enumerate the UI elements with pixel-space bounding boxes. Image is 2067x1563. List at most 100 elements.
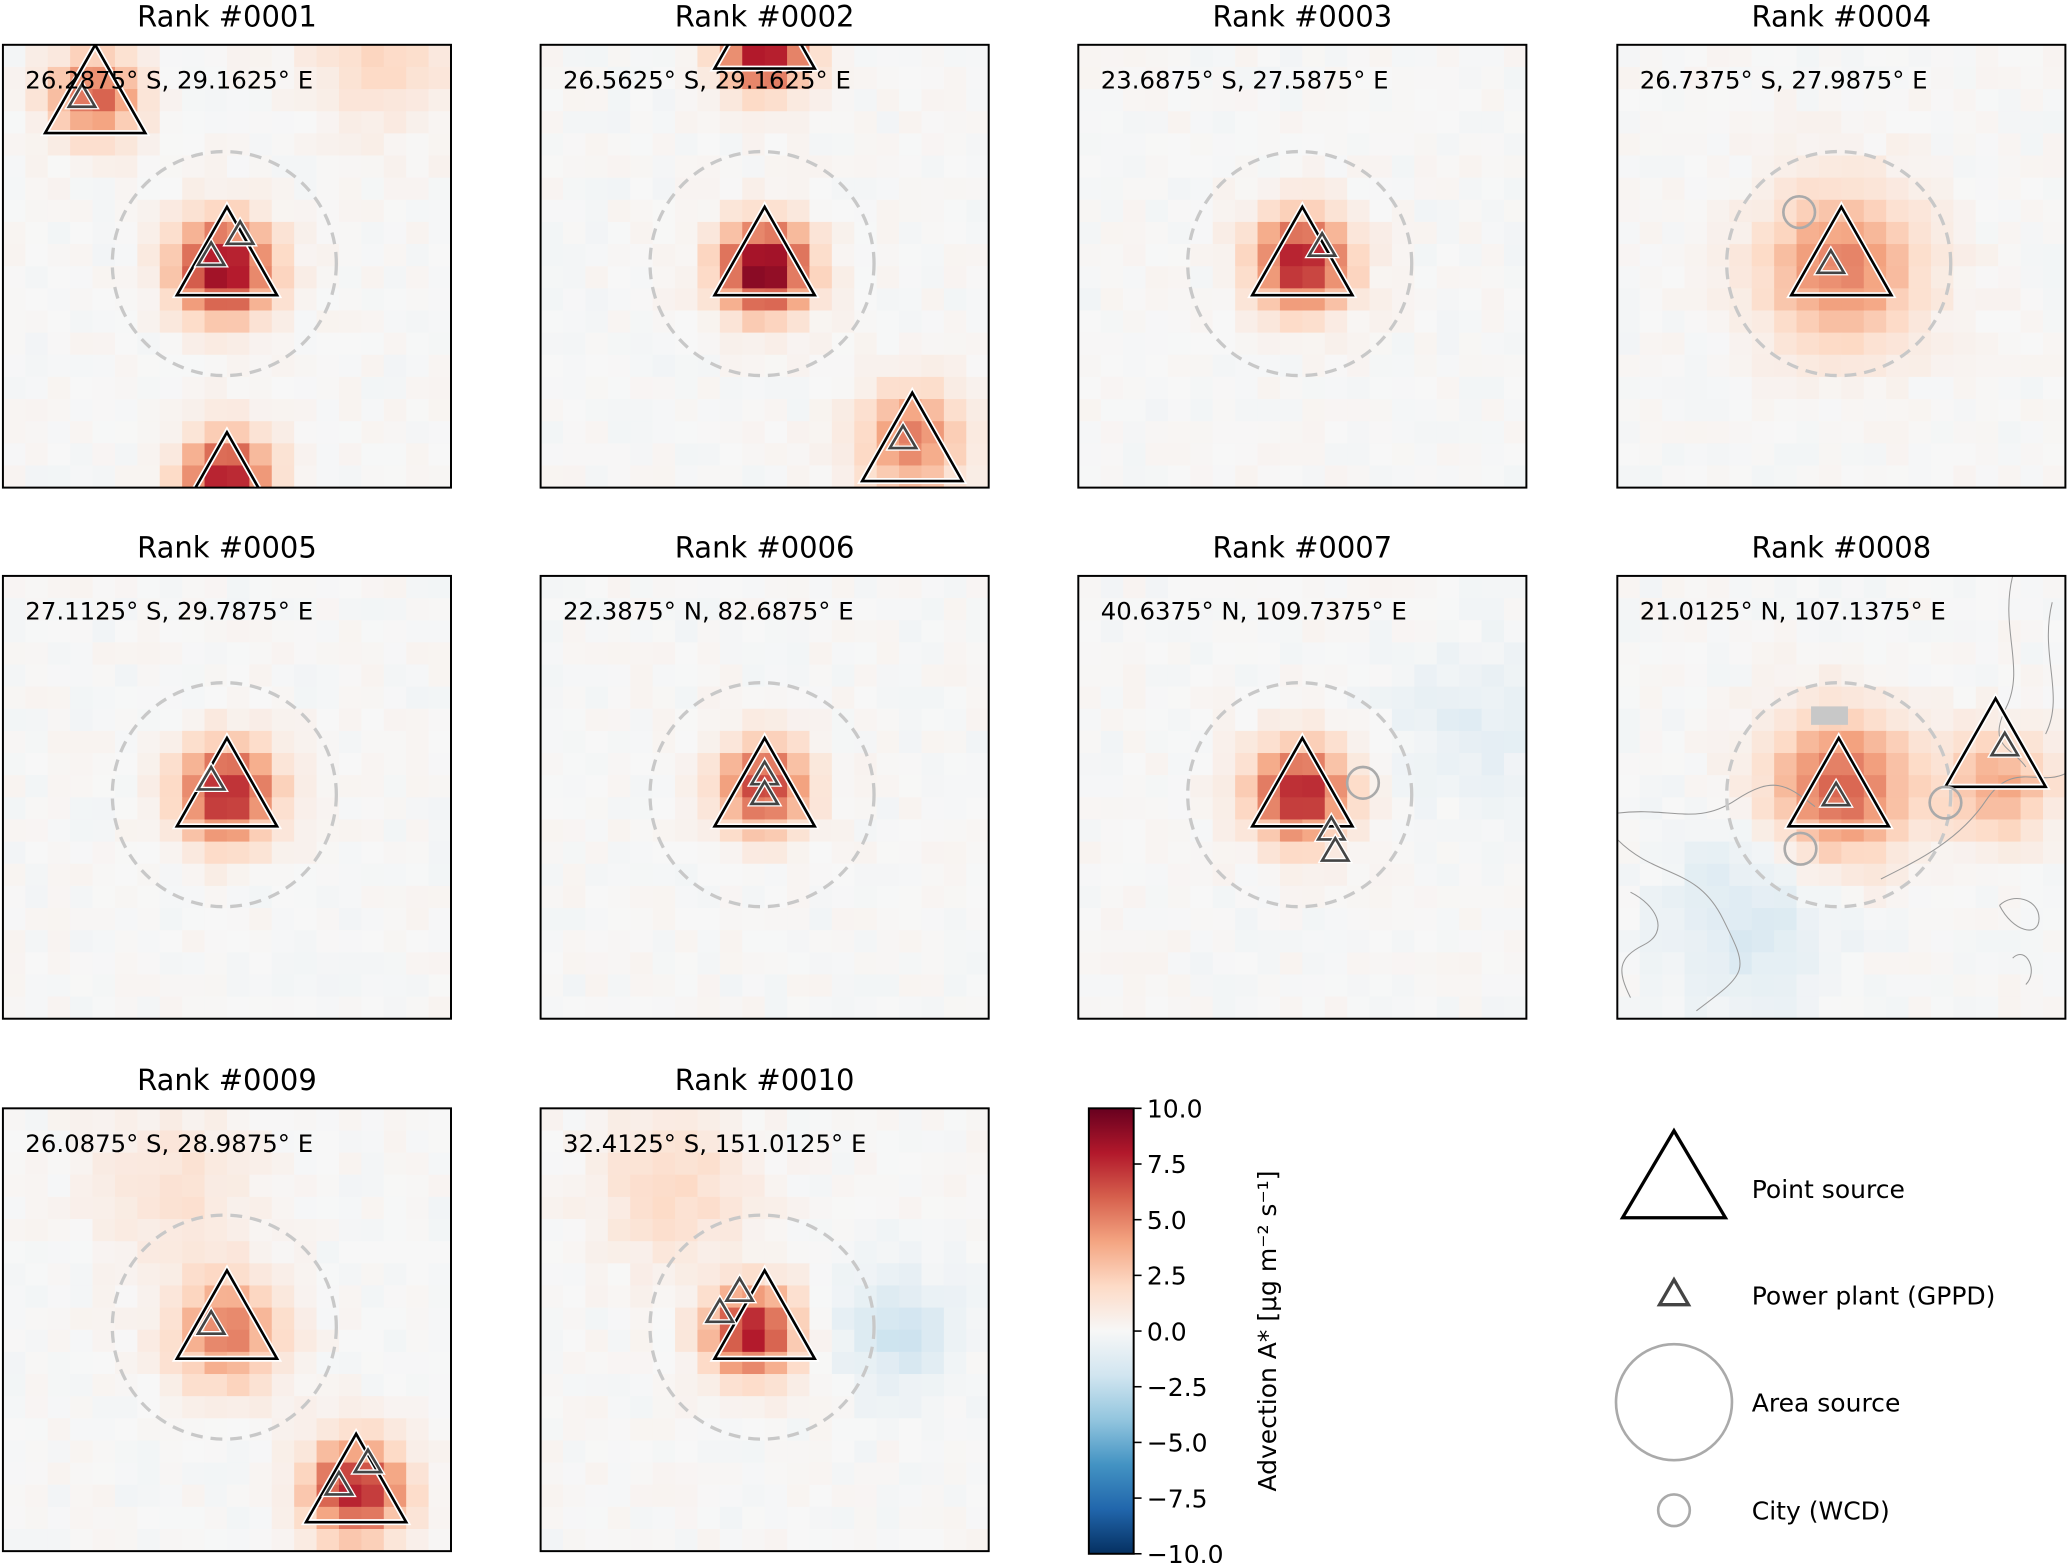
heatmap-cell <box>249 1241 273 1264</box>
heatmap-cell <box>383 266 407 290</box>
heatmap-cell <box>1324 908 1348 931</box>
heatmap-cell <box>1167 708 1191 732</box>
heatmap-cell <box>159 332 183 356</box>
heatmap-cell <box>1123 66 1147 90</box>
heatmap-cell <box>383 155 407 179</box>
heatmap-cell <box>943 1396 967 1419</box>
heatmap-cell <box>1436 288 1460 312</box>
heatmap-cell <box>1369 244 1393 267</box>
heatmap-cell <box>1279 885 1304 909</box>
heatmap-cell <box>1347 177 1371 201</box>
heatmap-cell <box>1930 199 1955 223</box>
heatmap-cell <box>182 89 206 112</box>
heatmap-cell <box>1302 575 1326 599</box>
heatmap-cell <box>1684 310 1708 334</box>
heatmap-cell <box>137 1285 161 1309</box>
heatmap-cell <box>540 797 564 821</box>
heatmap-cell <box>361 1196 385 1220</box>
heatmap-cell <box>1662 310 1686 334</box>
heatmap-cell <box>742 288 766 312</box>
panel-title: Rank #0001 <box>137 0 317 33</box>
heatmap-cell <box>1706 730 1730 754</box>
heatmap-cell <box>630 199 654 223</box>
heatmap-cell <box>1100 111 1124 135</box>
heatmap-cell <box>764 1374 788 1397</box>
heatmap-cell <box>70 1528 94 1552</box>
heatmap-cell <box>899 1108 923 1132</box>
heatmap-cell <box>2 908 26 931</box>
heatmap-cell <box>1751 974 1775 998</box>
heatmap-cell <box>697 1263 721 1287</box>
heatmap-cell <box>1886 930 1910 953</box>
heatmap-cell <box>1684 199 1708 223</box>
heatmap-cell <box>1459 952 1483 976</box>
heatmap-cell <box>226 465 251 488</box>
heatmap-cell <box>1123 199 1147 223</box>
heatmap-cell <box>1145 376 1169 400</box>
heatmap-cell <box>137 443 161 467</box>
heatmap-cell <box>1729 354 1753 378</box>
heatmap-cell <box>383 708 407 732</box>
heatmap-cell <box>2 1130 26 1154</box>
heatmap-cell <box>25 885 49 909</box>
heatmap-cell <box>1100 797 1124 821</box>
heatmap-cell <box>1459 930 1483 953</box>
heatmap-cell <box>1347 376 1371 400</box>
heatmap-cell <box>876 1241 900 1264</box>
heatmap-cell <box>1908 996 1932 1019</box>
heatmap-cell <box>249 376 273 400</box>
heatmap-cell <box>1706 974 1730 998</box>
heatmap-cell <box>854 244 878 267</box>
heatmap-cell <box>1235 376 1259 400</box>
heatmap-cell <box>271 1263 295 1287</box>
heatmap-cell <box>1841 863 1865 887</box>
heatmap-cell <box>1167 841 1191 865</box>
heatmap-cell <box>607 310 631 334</box>
heatmap-cell <box>1662 841 1686 865</box>
heatmap-cell <box>47 1307 71 1331</box>
heatmap-cell <box>406 1440 430 1464</box>
heatmap-cell <box>809 863 833 887</box>
heatmap-cell <box>719 465 743 488</box>
heatmap-cell <box>271 332 295 356</box>
heatmap-cell <box>652 1484 676 1508</box>
heatmap-cell <box>137 1484 161 1508</box>
heatmap-cell <box>630 288 654 312</box>
heatmap-cell <box>652 1196 676 1220</box>
heatmap-cell <box>428 66 451 90</box>
heatmap-cell <box>540 44 564 68</box>
heatmap-cell <box>607 996 631 1019</box>
heatmap-cell <box>294 930 318 953</box>
heatmap-cell <box>1414 244 1438 267</box>
heatmap-cell <box>585 376 609 400</box>
heatmap-cell <box>764 465 788 488</box>
heatmap-cell <box>1684 775 1708 798</box>
heatmap-cell <box>764 1440 788 1464</box>
heatmap-cell <box>921 708 945 732</box>
heatmap-cell <box>675 1440 699 1464</box>
heatmap-cell <box>1841 620 1865 643</box>
heatmap-cell <box>226 885 251 909</box>
heatmap-cell <box>1639 598 1663 621</box>
heatmap-cell <box>25 575 49 599</box>
heatmap-cell <box>1078 376 1102 400</box>
heatmap-cell <box>428 465 451 488</box>
heatmap-cell <box>1930 288 1955 312</box>
heatmap-cell <box>271 1130 295 1154</box>
heatmap-cell <box>607 199 631 223</box>
heatmap-cell <box>1302 930 1326 953</box>
heatmap-cell <box>1145 996 1169 1019</box>
heatmap-cell <box>1503 753 1527 776</box>
heatmap-cell <box>406 244 430 267</box>
heatmap-cell <box>1123 819 1147 843</box>
heatmap-cell <box>1998 598 2022 621</box>
heatmap-cell <box>563 575 587 599</box>
heatmap-cell <box>585 1241 609 1264</box>
heatmap-cell <box>966 1196 989 1220</box>
heatmap-cell <box>92 89 116 112</box>
heatmap-cell <box>1324 66 1348 90</box>
heatmap-cell <box>742 1219 766 1242</box>
heatmap-cell <box>831 1108 855 1132</box>
heatmap-cell <box>787 1196 811 1220</box>
heatmap-cell <box>1100 288 1124 312</box>
